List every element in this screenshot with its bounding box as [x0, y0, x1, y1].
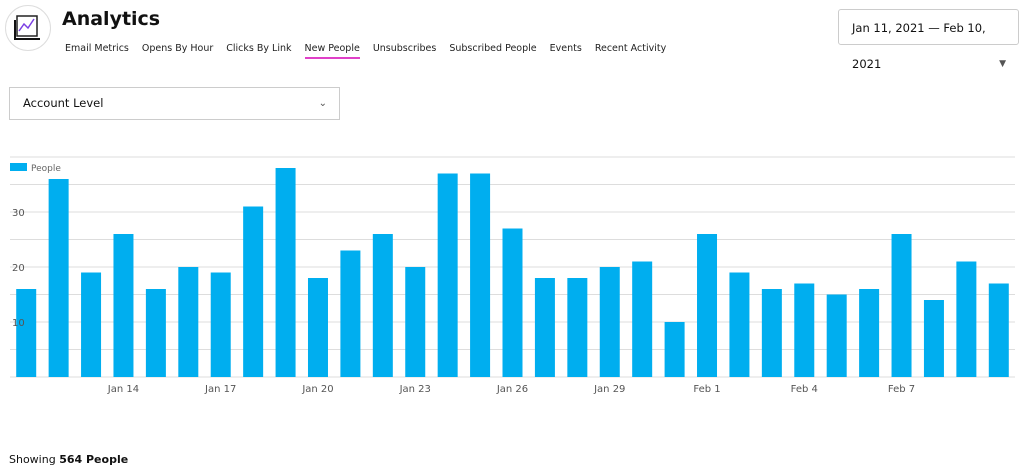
bar [470, 173, 491, 377]
bar [145, 289, 166, 377]
bar [534, 278, 555, 377]
chart: 10 20 30 Jan 14 Jan 17 Jan 20 Jan 23 Jan 26 Jan … [10, 156, 1015, 395]
legend-label: People [31, 164, 61, 174]
tab[interactable]: Email Metrics [65, 43, 129, 54]
caret: ⌄ [318, 98, 327, 109]
bar [48, 179, 69, 377]
tab[interactable]: Recent Activity [594, 43, 667, 54]
bar [664, 322, 685, 377]
bar [502, 228, 523, 377]
bar [923, 300, 944, 377]
bar [632, 261, 653, 377]
x-tick-label: Jan 26 [496, 384, 528, 395]
bar [405, 267, 426, 377]
bar [307, 278, 328, 377]
y-tick-label: 10 [12, 318, 25, 329]
bar [340, 250, 361, 377]
logo-icon [14, 15, 40, 40]
tab[interactable]: New People [304, 43, 360, 59]
bar [826, 294, 847, 377]
bar [761, 289, 782, 377]
tab[interactable]: Unsubscribes [372, 43, 437, 54]
caret: ▼ [999, 59, 1006, 69]
x-tick-label: Jan 23 [399, 384, 431, 395]
bar [437, 173, 458, 377]
x-tick-label: Feb 1 [693, 384, 720, 395]
bar [567, 278, 588, 377]
x-tick-label: Feb 4 [791, 384, 818, 395]
bar [794, 283, 815, 377]
bar [697, 234, 718, 377]
y-tick-label: 20 [12, 263, 25, 274]
logo [5, 5, 51, 51]
bar [178, 267, 199, 377]
bar [16, 289, 37, 377]
bar [243, 206, 264, 377]
footer: Showing 564 People [9, 453, 128, 466]
bar [113, 234, 134, 377]
y-tick-label: 30 [12, 208, 25, 219]
page-title: Analytics [62, 8, 161, 30]
bar [859, 289, 880, 377]
tab[interactable]: Events [549, 43, 582, 54]
x-tick-label: Jan 20 [301, 384, 333, 395]
date-picker[interactable]: Jan 11, 2021 — Feb 10, 2021 ▼ [838, 9, 1019, 71]
bar [599, 267, 620, 377]
tab[interactable]: Clicks By Link [226, 43, 292, 54]
showing-label: Showing [9, 453, 56, 466]
tab[interactable]: Subscribed People [449, 43, 537, 54]
bar [81, 272, 102, 377]
bar [729, 272, 750, 377]
bar [210, 272, 231, 377]
dropdown-value: Account Level [23, 96, 104, 110]
date-range: Jan 11, 2021 — Feb 10, 2021 [852, 21, 986, 71]
x-tick-label: Jan 17 [204, 384, 236, 395]
bar [275, 168, 296, 377]
people-count: 564 People [59, 453, 129, 466]
level-dropdown[interactable]: Account Level ⌄ [9, 87, 340, 120]
tabs: Email Metrics Opens By Hour Clicks By Link… [65, 36, 679, 59]
tab[interactable]: Opens By Hour [141, 43, 214, 54]
x-tick-label: Feb 7 [888, 384, 915, 395]
x-tick-label: Jan 14 [107, 384, 139, 395]
x-tick-label: Jan 29 [593, 384, 625, 395]
bar [891, 234, 912, 377]
bar [956, 261, 977, 377]
legend-swatch [10, 163, 27, 171]
bar [988, 283, 1009, 377]
bar [372, 234, 393, 377]
